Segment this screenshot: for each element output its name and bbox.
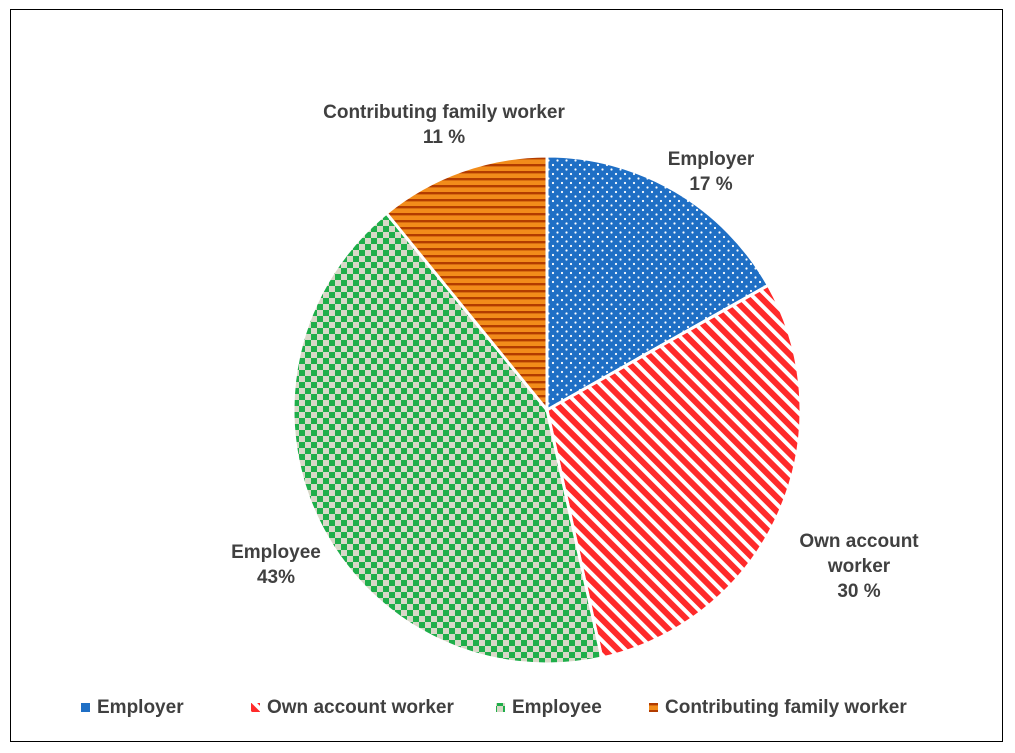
- legend-label: Own account worker: [267, 697, 454, 718]
- legend-label: Contributing family worker: [665, 697, 907, 718]
- pie-chart: Employer 17 % Own account worker 30 % Employe…: [81, 102, 919, 718]
- pie-slice-employer: [545, 154, 770, 412]
- pie-slice-contributing-family-worker: [384, 154, 549, 412]
- legend-swatch: [649, 703, 658, 712]
- legend-label: Employee: [512, 697, 602, 718]
- legend-swatch: [496, 703, 505, 712]
- pie-slice-own-account-worker: [545, 283, 803, 660]
- pie-slice-employee: [291, 211, 604, 666]
- legend-label: Employer: [97, 697, 184, 718]
- pie-slices: [291, 154, 803, 666]
- slice-labels: Employer 17 % Own account worker 30 % Employe…: [231, 102, 919, 602]
- data-label-employee: Employee 43%: [231, 542, 321, 588]
- data-label-employer: Employer 17 %: [668, 149, 755, 195]
- legend-swatch: [81, 703, 90, 712]
- legend-item-own-account-worker: Own account worker: [251, 697, 454, 718]
- data-label-contributing-family-worker: Contributing family worker 11 %: [323, 102, 565, 148]
- legend-item-employer: Employer: [81, 697, 184, 718]
- data-label-own-account-worker: Own account worker 30 %: [799, 531, 919, 602]
- legend-swatch: [251, 703, 260, 712]
- legend-item-employee: Employee: [496, 697, 602, 718]
- legend: Employer Own account worker Employee Contri…: [81, 697, 907, 718]
- legend-item-contributing-family-worker: Contributing family worker: [649, 697, 907, 718]
- chart-frame: Employer 17 % Own account worker 30 % Employe…: [10, 9, 1003, 742]
